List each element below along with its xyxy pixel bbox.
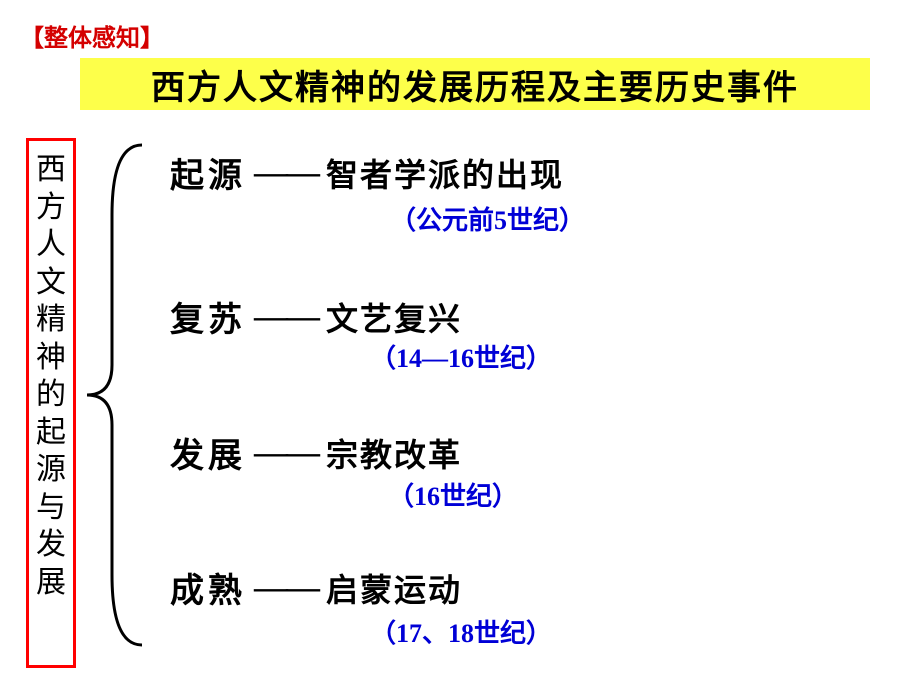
dash-icon: —— <box>254 298 318 336</box>
vertical-char: 展 <box>36 564 66 602</box>
vertical-char: 发 <box>36 526 66 564</box>
header-note: 【整体感知】 <box>20 18 164 53</box>
stage-event: 文艺复兴 <box>326 294 462 340</box>
vertical-char: 方 <box>36 189 66 227</box>
stage-label: 复苏 <box>170 292 246 341</box>
vertical-char: 的 <box>36 376 66 414</box>
stage-date: （16世纪） <box>388 476 518 513</box>
vertical-char: 神 <box>36 339 66 377</box>
vertical-char: 精 <box>36 301 66 339</box>
dash-icon: —— <box>254 569 318 607</box>
title-bar: 西方人文精神的发展历程及主要历史事件 <box>80 58 870 110</box>
dash-icon: —— <box>254 434 318 472</box>
stage-date: （17、18世纪） <box>370 613 552 650</box>
brace-icon <box>82 135 152 655</box>
dash-icon: —— <box>254 154 318 192</box>
vertical-char: 源 <box>36 451 66 489</box>
stage-row-revival: 复苏 —— 文艺复兴 <box>170 292 462 341</box>
vertical-topic-box: 西方人文精神的起源与发展 <box>26 138 76 668</box>
stage-row-maturity: 成熟 —— 启蒙运动 <box>170 563 462 612</box>
stage-event: 宗教改革 <box>326 430 462 476</box>
stage-label: 成熟 <box>170 563 246 612</box>
stage-event: 启蒙运动 <box>326 565 462 611</box>
vertical-char: 文 <box>36 264 66 302</box>
stage-label: 起源 <box>170 148 246 197</box>
vertical-char: 与 <box>36 489 66 527</box>
stage-event: 智者学派的出现 <box>326 150 564 196</box>
stage-label: 发展 <box>170 428 246 477</box>
stage-row-development: 发展 —— 宗教改革 <box>170 428 462 477</box>
stage-row-origin: 起源 —— 智者学派的出现 <box>170 148 564 197</box>
vertical-char: 起 <box>36 414 66 452</box>
vertical-char: 西 <box>36 151 66 189</box>
vertical-char: 人 <box>36 226 66 264</box>
stage-date: （14—16世纪） <box>370 338 552 375</box>
stage-date: （公元前5世纪） <box>390 200 585 237</box>
